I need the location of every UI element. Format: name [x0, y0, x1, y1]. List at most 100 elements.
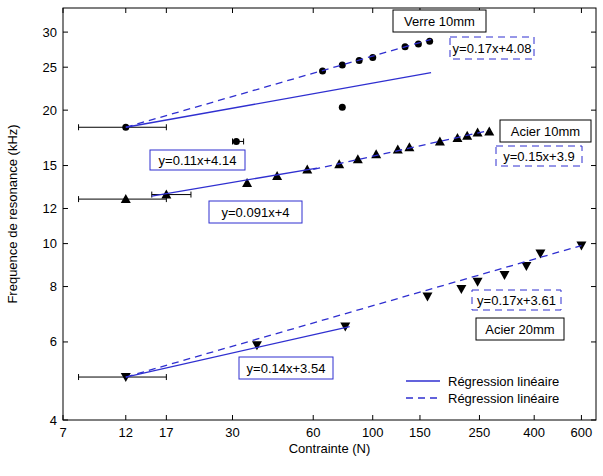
data-point — [456, 285, 466, 294]
y-tick-label: 30 — [43, 25, 57, 40]
equation-label: y=0.15x+3.9 — [503, 149, 575, 164]
x-tick — [372, 415, 373, 420]
x-tick — [479, 415, 480, 420]
x-tick-label: 7 — [59, 425, 66, 440]
data-point — [233, 138, 240, 145]
series-label-box — [500, 120, 591, 142]
y-tick — [63, 208, 68, 209]
regression-line — [152, 168, 317, 196]
y-tick — [591, 341, 596, 342]
y-tick — [63, 165, 68, 166]
y-tick-label: 6 — [50, 334, 57, 349]
y-tick-label: 8 — [50, 279, 57, 294]
data-point — [521, 262, 531, 271]
legend-label: Régression linéaire — [448, 374, 559, 389]
data-point — [535, 249, 545, 258]
x-tick — [419, 415, 420, 420]
x-tick — [534, 8, 535, 13]
error-bar-cap — [151, 192, 152, 198]
error-bar-cap — [78, 196, 79, 202]
regression-line — [313, 130, 489, 169]
data-point — [426, 38, 433, 45]
series-label: Acier 10mm — [511, 124, 580, 139]
error-bar-cap — [166, 374, 167, 380]
data-point — [339, 104, 346, 111]
data-point — [473, 278, 483, 287]
y-tick-label: 15 — [43, 158, 57, 173]
y-tick — [591, 67, 596, 68]
y-tick — [63, 67, 68, 68]
x-tick-label: 150 — [409, 425, 431, 440]
equation-label: y=0.11x+4.14 — [159, 153, 237, 168]
regression-line — [126, 246, 582, 378]
data-point — [500, 271, 510, 280]
y-tick — [591, 243, 596, 244]
y-tick — [63, 286, 68, 287]
data-point — [371, 149, 381, 158]
y-tick — [63, 243, 68, 244]
regression-line — [126, 39, 431, 127]
x-tick-label: 17 — [159, 425, 173, 440]
y-tick — [63, 420, 68, 421]
equation-box — [450, 37, 534, 59]
error-bar-cap — [78, 124, 79, 130]
x-axis-label: Contrainte (N) — [289, 441, 371, 456]
x-tick — [372, 8, 373, 13]
chart: 712173060100150250400600468101215202530C… — [0, 0, 603, 476]
regression-line — [126, 73, 431, 128]
y-tick — [591, 286, 596, 287]
x-tick-label: 30 — [225, 425, 239, 440]
x-tick — [63, 415, 64, 420]
x-tick-label: 250 — [469, 425, 491, 440]
y-tick — [63, 110, 68, 111]
legend-swatch — [406, 380, 440, 381]
y-tick — [591, 32, 596, 33]
x-tick — [125, 415, 126, 420]
data-point — [121, 194, 131, 203]
background — [0, 0, 603, 476]
plot-marks — [79, 38, 587, 382]
x-tick — [313, 415, 314, 420]
y-tick — [591, 165, 596, 166]
series-label: Verre 10mm — [404, 14, 475, 29]
data-point — [121, 373, 131, 382]
x-tick — [166, 8, 167, 13]
regression-line — [126, 327, 350, 378]
x-tick — [125, 8, 126, 13]
y-tick-label: 25 — [43, 60, 57, 75]
legend-box — [398, 368, 574, 412]
y-tick — [63, 32, 68, 33]
plot-frame — [63, 8, 596, 420]
x-tick-label: 60 — [306, 425, 320, 440]
series-label-box — [393, 10, 486, 32]
data-point — [422, 292, 432, 301]
equation-box — [496, 146, 582, 166]
data-point — [393, 145, 403, 154]
equation-box — [209, 201, 302, 223]
y-tick-label: 4 — [50, 413, 57, 428]
equation-label: y=0.17x+3.61 — [477, 293, 556, 308]
legend-label: Régression linéaire — [448, 391, 559, 406]
equation-label: y=0.17x+4.08 — [453, 41, 532, 56]
y-tick — [63, 341, 68, 342]
x-tick — [313, 8, 314, 13]
y-tick — [591, 208, 596, 209]
x-tick — [232, 415, 233, 420]
y-tick — [591, 110, 596, 111]
equation-box — [150, 150, 245, 170]
x-tick — [166, 415, 167, 420]
x-tick-label: 400 — [523, 425, 545, 440]
series-label-box — [476, 318, 564, 340]
data-point — [404, 142, 414, 151]
x-tick — [581, 8, 582, 13]
y-tick — [591, 420, 596, 421]
equation-label: y=0.14x+3.54 — [247, 361, 326, 376]
x-tick-label: 12 — [119, 425, 133, 440]
equation-box — [239, 357, 333, 379]
y-axis-label: Frequence de resonance (kHz) — [5, 124, 20, 303]
x-tick — [534, 415, 535, 420]
error-bar — [79, 377, 167, 378]
series-label: Acier 20mm — [485, 322, 554, 337]
x-tick — [581, 415, 582, 420]
x-tick-label: 600 — [571, 425, 593, 440]
